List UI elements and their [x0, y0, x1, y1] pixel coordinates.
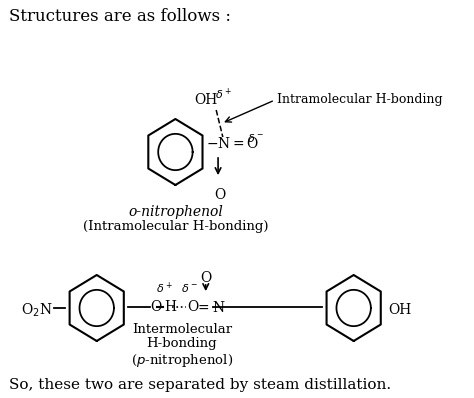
Text: $\delta^-$: $\delta^-$ [181, 282, 198, 294]
Text: H-bonding: H-bonding [147, 337, 218, 350]
Text: $-$N$=$O: $-$N$=$O [206, 135, 259, 150]
Text: O: O [200, 271, 211, 285]
Text: O: O [214, 188, 226, 202]
Text: Intramolecular H-bonding: Intramolecular H-bonding [277, 94, 443, 107]
Text: OH: OH [388, 303, 411, 317]
Text: $=$N: $=$N [195, 300, 226, 314]
Text: $\delta^-$: $\delta^-$ [246, 132, 263, 144]
Text: (Intramolecular H-bonding): (Intramolecular H-bonding) [82, 220, 268, 233]
Text: O$_2$N: O$_2$N [21, 301, 53, 319]
Text: Intermolecular: Intermolecular [132, 323, 232, 336]
Text: $\delta^+$: $\delta^+$ [215, 86, 232, 101]
Text: Structures are as follows :: Structures are as follows : [9, 8, 231, 25]
Text: O: O [150, 300, 161, 314]
Text: O: O [187, 300, 198, 314]
Text: ($p$-nitrophenol): ($p$-nitrophenol) [131, 352, 233, 369]
Text: So, these two are separated by steam distillation.: So, these two are separated by steam dis… [9, 378, 392, 392]
Text: $\delta^+$: $\delta^+$ [155, 280, 173, 296]
Text: H: H [164, 300, 176, 314]
Text: OH: OH [194, 93, 218, 107]
Text: o-nitrophenol: o-nitrophenol [128, 205, 223, 219]
